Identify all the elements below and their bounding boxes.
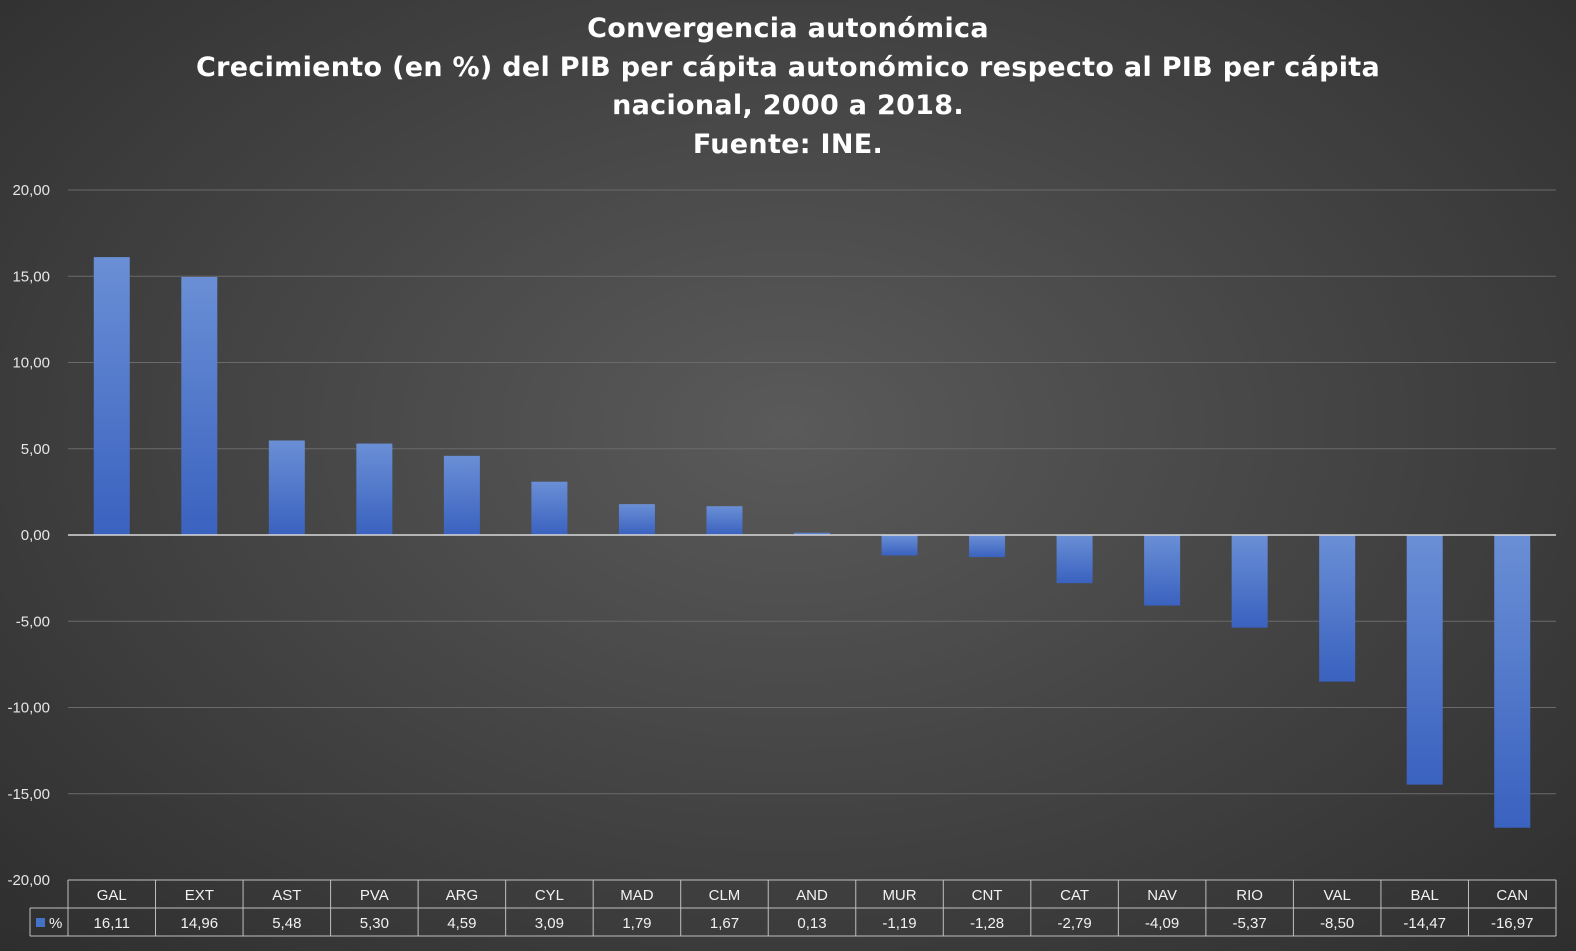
legend-key bbox=[36, 918, 45, 927]
bar-gal bbox=[93, 257, 130, 535]
chart-title-line-2: Crecimiento (en %) del PIB per cápita au… bbox=[195, 51, 1381, 83]
chart-title-line-3: nacional, 2000 a 2018. bbox=[612, 90, 964, 121]
data-label: -16,97 bbox=[1491, 915, 1534, 932]
x-tick-label: AST bbox=[272, 887, 301, 904]
y-tick-label: -5,00 bbox=[16, 613, 50, 630]
bar-can bbox=[1494, 535, 1531, 828]
x-tick-label: EXT bbox=[185, 887, 214, 904]
data-table: % GAL 16,11 EXT 14,96 AST 5,48 PVA 5,30 ARG 4,59 CY… bbox=[29, 879, 1557, 937]
x-tick-label: MAD bbox=[620, 887, 654, 904]
bar-cyl bbox=[531, 481, 568, 535]
bar-ast bbox=[268, 440, 305, 535]
y-tick-label: -15,00 bbox=[7, 786, 50, 803]
bars bbox=[93, 257, 1531, 828]
chart-title-line-1: Convergencia autonómica bbox=[587, 13, 989, 44]
data-label: -5,37 bbox=[1233, 915, 1267, 932]
bar-clm bbox=[706, 506, 743, 535]
data-label: -4,09 bbox=[1145, 915, 1179, 932]
x-tick-label: MUR bbox=[882, 887, 916, 904]
data-label: -2,79 bbox=[1057, 915, 1091, 932]
y-tick-label: -10,00 bbox=[7, 700, 50, 717]
x-tick-label: PVA bbox=[360, 887, 389, 904]
x-tick-label: CYL bbox=[535, 887, 564, 904]
bar-bal bbox=[1406, 535, 1443, 785]
bar-mur bbox=[881, 535, 918, 556]
data-label: 14,96 bbox=[181, 915, 219, 932]
bar-and bbox=[794, 532, 830, 535]
y-tick-label: 0,00 bbox=[21, 527, 50, 544]
bar-nav bbox=[1144, 535, 1181, 606]
legend-series-name: % bbox=[49, 915, 62, 932]
data-label: 0,13 bbox=[797, 915, 826, 932]
x-tick-label: CLM bbox=[709, 887, 741, 904]
x-tick-label: AND bbox=[796, 887, 828, 904]
bar-mad bbox=[618, 504, 655, 535]
bar-ext bbox=[181, 276, 218, 535]
bar-pva bbox=[356, 443, 393, 535]
y-tick-label: 10,00 bbox=[12, 355, 50, 372]
data-label: -14,47 bbox=[1403, 915, 1446, 932]
bar-arg bbox=[443, 455, 480, 535]
x-tick-label: CAT bbox=[1060, 887, 1089, 904]
bar-cat bbox=[1056, 535, 1093, 584]
y-tick-label: -20,00 bbox=[7, 872, 50, 889]
bar-cnt bbox=[969, 535, 1006, 558]
data-label: 1,67 bbox=[710, 915, 739, 932]
data-label: -1,28 bbox=[970, 915, 1004, 932]
data-label: 5,48 bbox=[272, 915, 301, 932]
y-axis-tick-labels: 20,00 15,00 10,00 5,00 0,00 -5,00 -10,00 -15,00… bbox=[7, 182, 50, 889]
y-tick-label: 5,00 bbox=[21, 441, 50, 458]
data-label: 16,11 bbox=[94, 915, 130, 932]
data-label: 1,79 bbox=[622, 915, 651, 932]
data-label: -1,19 bbox=[882, 915, 916, 932]
x-tick-label: CAN bbox=[1496, 887, 1528, 904]
x-tick-label: ARG bbox=[446, 887, 479, 904]
gridlines bbox=[68, 189, 1556, 795]
data-label: 3,09 bbox=[535, 915, 564, 932]
data-label: 4,59 bbox=[447, 915, 476, 932]
data-label: -8,50 bbox=[1320, 915, 1354, 932]
bar-val bbox=[1319, 535, 1356, 682]
x-tick-label: NAV bbox=[1147, 887, 1177, 904]
x-tick-label: BAL bbox=[1411, 887, 1439, 904]
x-tick-label: CNT bbox=[972, 887, 1003, 904]
x-tick-label: VAL bbox=[1324, 887, 1351, 904]
data-label: 5,30 bbox=[360, 915, 389, 932]
x-tick-label: GAL bbox=[97, 887, 127, 904]
chart-title: Convergencia autonómica Crecimiento (en … bbox=[0, 10, 1576, 164]
bar-rio bbox=[1231, 535, 1268, 628]
chart-title-line-4: Fuente: INE. bbox=[692, 128, 884, 160]
x-tick-label: RIO bbox=[1236, 887, 1263, 904]
y-tick-label: 20,00 bbox=[12, 182, 50, 199]
y-tick-label: 15,00 bbox=[12, 268, 50, 285]
